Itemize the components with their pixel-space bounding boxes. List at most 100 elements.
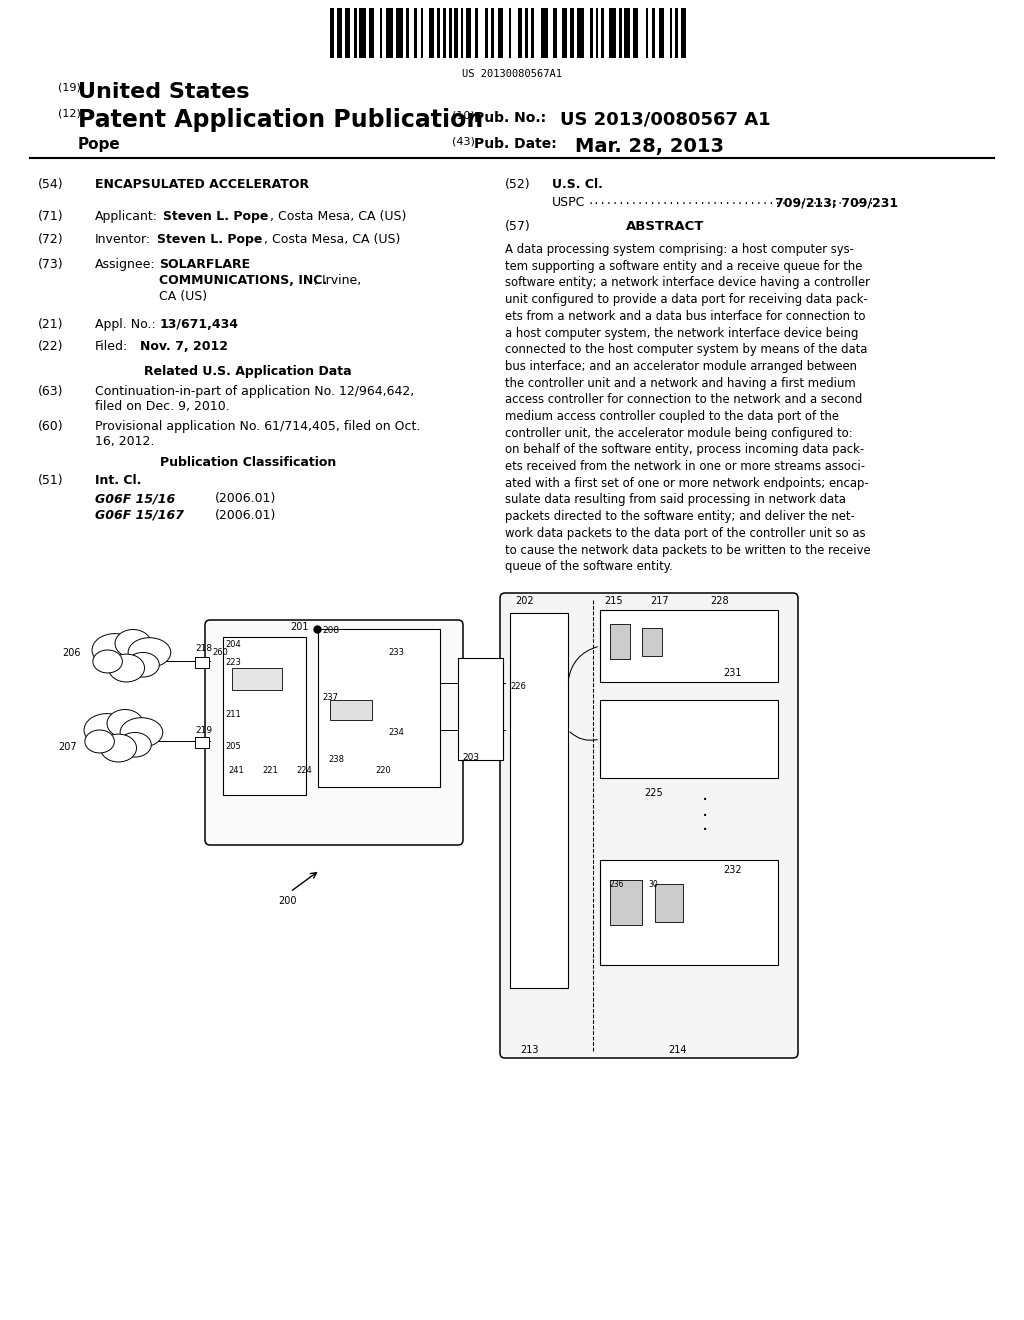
Text: , Costa Mesa, CA (US): , Costa Mesa, CA (US): [264, 234, 400, 246]
Bar: [318, 630, 440, 787]
Bar: [655, 884, 683, 921]
Ellipse shape: [128, 638, 171, 667]
Text: 225: 225: [644, 788, 663, 799]
Ellipse shape: [93, 649, 123, 673]
Text: (52): (52): [505, 178, 530, 191]
Text: (54): (54): [38, 178, 63, 191]
Bar: [407, 8, 410, 58]
Text: 208: 208: [322, 626, 339, 635]
Bar: [601, 8, 604, 58]
Bar: [415, 8, 417, 58]
Text: CA (US): CA (US): [159, 290, 207, 304]
Bar: [524, 8, 528, 58]
Text: 207: 207: [58, 742, 77, 752]
Text: 206: 206: [62, 648, 81, 657]
Text: 202: 202: [515, 597, 534, 606]
Text: 215: 215: [604, 597, 623, 606]
Text: SOLARFLARE: SOLARFLARE: [159, 257, 250, 271]
Bar: [541, 8, 548, 58]
Text: (19): (19): [58, 82, 81, 92]
Text: G06F 15/16: G06F 15/16: [95, 492, 175, 506]
Ellipse shape: [84, 714, 130, 746]
Text: 205: 205: [225, 742, 241, 751]
Text: 232: 232: [723, 865, 741, 875]
Text: Patent Application Publication: Patent Application Publication: [78, 108, 483, 132]
Text: (21): (21): [38, 318, 63, 331]
Text: (72): (72): [38, 234, 63, 246]
Text: Inventor:: Inventor:: [95, 234, 152, 246]
Text: G06F 15/167: G06F 15/167: [95, 510, 184, 521]
Ellipse shape: [120, 718, 163, 747]
Bar: [354, 8, 356, 58]
Bar: [195, 737, 209, 748]
Text: ENCAPSULATED ACCELERATOR: ENCAPSULATED ACCELERATOR: [95, 178, 309, 191]
Text: ..............................................: ........................................…: [587, 195, 874, 206]
Bar: [380, 8, 382, 58]
Text: .: .: [701, 785, 709, 804]
Text: .: .: [701, 816, 709, 834]
Ellipse shape: [100, 734, 136, 762]
Text: Appl. No.:: Appl. No.:: [95, 318, 156, 331]
Bar: [232, 668, 282, 690]
Bar: [455, 8, 458, 58]
Bar: [450, 8, 452, 58]
Text: 217: 217: [650, 597, 669, 606]
Bar: [369, 8, 375, 58]
Ellipse shape: [92, 634, 138, 667]
Text: (51): (51): [38, 474, 63, 487]
Text: United States: United States: [78, 82, 250, 102]
Text: (43): (43): [452, 137, 475, 147]
Bar: [436, 8, 440, 58]
Text: 214: 214: [668, 1045, 686, 1055]
Bar: [330, 700, 372, 719]
Bar: [633, 8, 638, 58]
Text: 231: 231: [723, 668, 741, 678]
Bar: [498, 8, 504, 58]
Bar: [610, 880, 642, 925]
Bar: [421, 8, 423, 58]
Bar: [345, 8, 350, 58]
Text: (60): (60): [38, 420, 63, 433]
Bar: [609, 8, 616, 58]
Bar: [562, 8, 567, 58]
Bar: [596, 8, 598, 58]
Text: 220: 220: [375, 766, 391, 775]
FancyBboxPatch shape: [205, 620, 463, 845]
Text: Publication Classification: Publication Classification: [160, 455, 336, 469]
Bar: [610, 624, 630, 659]
Text: Continuation-in-part of application No. 12/964,642,
filed on Dec. 9, 2010.: Continuation-in-part of application No. …: [95, 385, 415, 413]
Bar: [195, 657, 209, 668]
Text: Pub. Date:: Pub. Date:: [474, 137, 557, 150]
Text: Nov. 7, 2012: Nov. 7, 2012: [140, 341, 228, 352]
Bar: [223, 638, 306, 795]
Bar: [458, 657, 503, 760]
Bar: [510, 612, 568, 987]
Bar: [675, 8, 679, 58]
Bar: [652, 8, 655, 58]
Bar: [681, 8, 686, 58]
Bar: [461, 8, 463, 58]
Bar: [600, 610, 778, 682]
Text: 30: 30: [648, 880, 657, 888]
Text: 221: 221: [262, 766, 278, 775]
Text: Int. Cl.: Int. Cl.: [95, 474, 141, 487]
Bar: [530, 8, 534, 58]
Text: 237: 237: [322, 693, 338, 702]
Bar: [658, 8, 665, 58]
Text: Pope: Pope: [78, 137, 121, 152]
Text: 200: 200: [278, 896, 297, 906]
Ellipse shape: [106, 710, 143, 738]
Text: 260: 260: [212, 648, 228, 657]
Bar: [600, 700, 778, 777]
Text: 236: 236: [610, 880, 625, 888]
Bar: [590, 8, 593, 58]
Text: 211: 211: [225, 710, 241, 719]
Text: 238: 238: [328, 755, 344, 764]
Bar: [553, 8, 557, 58]
Text: 709/213; 709/231: 709/213; 709/231: [775, 195, 898, 209]
Text: , Irvine,: , Irvine,: [314, 275, 361, 286]
Text: (22): (22): [38, 341, 63, 352]
Text: 201: 201: [290, 622, 308, 632]
Ellipse shape: [109, 655, 144, 682]
Bar: [490, 8, 495, 58]
